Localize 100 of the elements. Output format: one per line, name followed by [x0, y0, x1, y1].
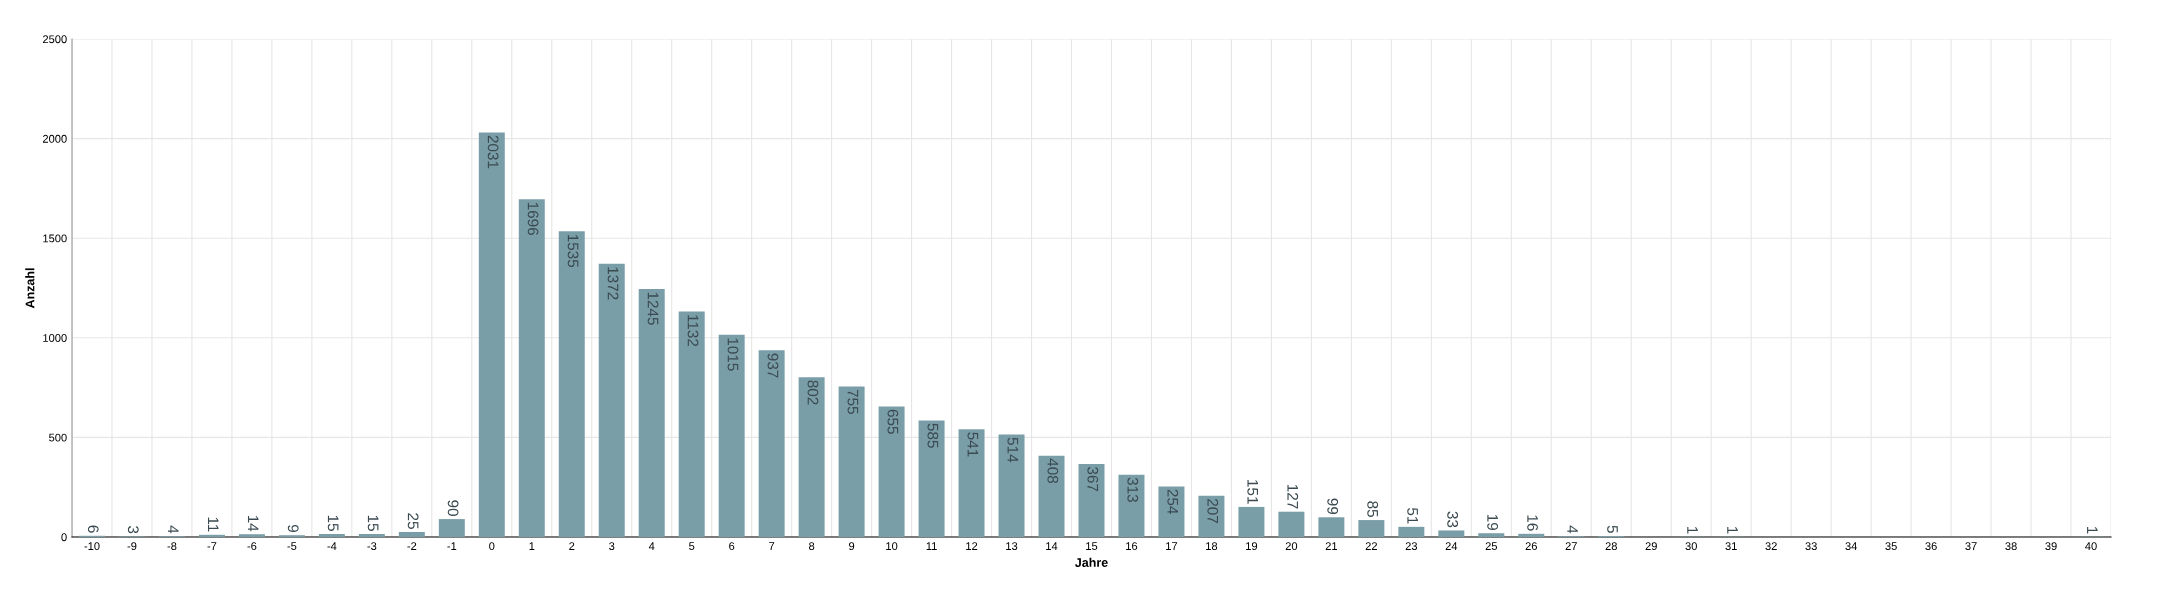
bar — [918, 420, 945, 537]
data-label: 2031 — [487, 135, 499, 169]
x-tick-label: 4 — [648, 542, 655, 550]
bar — [1438, 530, 1465, 537]
x-axis-title: Jahre — [1075, 557, 1108, 567]
x-tick-label: 2 — [569, 542, 575, 550]
x-tick-label: 17 — [1166, 542, 1178, 550]
bar — [1038, 455, 1065, 537]
data-label: 90 — [447, 500, 459, 516]
y-tick-label: 1500 — [43, 234, 67, 243]
y-tick-label: 2500 — [42, 35, 67, 44]
x-tick-label: 7 — [769, 542, 775, 550]
x-tick-label: 21 — [1325, 542, 1338, 550]
y-axis-title: Anzahl — [25, 268, 35, 309]
x-tick-label: -7 — [207, 542, 217, 550]
x-tick-label: 10 — [886, 542, 898, 551]
x-tick-label: -8 — [167, 542, 177, 551]
x-tick-label: 16 — [1126, 542, 1138, 551]
data-label: 85 — [1367, 501, 1379, 517]
data-label: 1015 — [727, 338, 739, 371]
x-tick-label: 26 — [1525, 542, 1537, 551]
bar — [678, 311, 705, 537]
bar — [1078, 463, 1105, 537]
data-label: 313 — [1127, 477, 1139, 502]
x-tick-label: 9 — [849, 542, 855, 551]
x-tick-label: 6 — [729, 542, 735, 551]
bar — [1358, 520, 1385, 537]
data-label: 367 — [1087, 466, 1099, 492]
x-tick-label: 23 — [1405, 542, 1418, 551]
data-label: 127 — [1287, 484, 1299, 509]
bar — [1398, 526, 1425, 537]
x-tick-label: 12 — [966, 542, 978, 550]
bar — [838, 386, 865, 537]
x-tick-label: 14 — [1046, 542, 1058, 550]
bar — [638, 289, 665, 537]
data-label: 937 — [767, 353, 779, 378]
data-label: 755 — [847, 389, 859, 414]
x-tick-label: 15 — [1086, 542, 1098, 551]
x-tick-label: 37 — [1965, 542, 1977, 551]
data-label: 1132 — [687, 315, 699, 347]
x-tick-label: 3 — [609, 542, 615, 551]
data-label: 1372 — [607, 267, 619, 300]
bar — [1198, 495, 1225, 537]
bar — [1318, 517, 1345, 537]
bar — [758, 350, 785, 537]
x-tick-label: -6 — [247, 542, 257, 551]
x-tick-label: -9 — [127, 542, 137, 551]
bar — [238, 534, 265, 537]
data-label: 99 — [1327, 498, 1339, 515]
x-tick-label: -1 — [447, 542, 457, 550]
data-label: 1 — [1727, 526, 1738, 534]
data-label: 16 — [1527, 515, 1538, 531]
x-tick-label: 35 — [1885, 542, 1897, 551]
data-label: 11 — [207, 517, 219, 532]
data-label: 514 — [1007, 437, 1019, 463]
x-tick-label: 24 — [1445, 542, 1458, 550]
data-label: 207 — [1207, 499, 1219, 523]
data-label: 1 — [2087, 526, 2098, 534]
data-label: 585 — [927, 423, 939, 448]
y-tick-label: 0 — [61, 533, 67, 542]
bar — [558, 231, 585, 537]
bar — [958, 429, 985, 537]
data-label: 9 — [287, 524, 299, 532]
data-label: 4 — [1567, 525, 1578, 534]
data-label: 802 — [807, 380, 819, 405]
bar — [1118, 474, 1145, 537]
data-label: 19 — [1487, 514, 1499, 530]
bar — [1518, 533, 1545, 537]
x-tick-label: 38 — [2005, 542, 2017, 551]
bar — [478, 132, 505, 537]
x-tick-label: 5 — [689, 542, 695, 551]
x-tick-label: 19 — [1246, 542, 1258, 551]
x-tick-label: 13 — [1006, 542, 1018, 551]
x-tick-label: 27 — [1565, 542, 1577, 550]
bar — [598, 263, 625, 537]
x-tick-label: 29 — [1645, 542, 1657, 551]
data-label: 4 — [168, 525, 179, 534]
bar — [1278, 511, 1305, 537]
x-tick-label: -2 — [407, 542, 417, 550]
bar — [358, 534, 385, 537]
x-tick-label: 1 — [529, 542, 535, 550]
data-label: 254 — [1167, 489, 1179, 514]
x-tick-label: 30 — [1685, 542, 1697, 551]
bar — [1158, 486, 1185, 537]
data-label: 5 — [1607, 525, 1618, 533]
data-label: 151 — [1247, 480, 1258, 504]
x-tick-label: -3 — [367, 542, 377, 551]
bar — [718, 334, 745, 537]
x-tick-label: 8 — [809, 542, 815, 551]
data-label: 1 — [1687, 526, 1698, 534]
x-tick-label: 25 — [1485, 542, 1498, 551]
data-label: 14 — [247, 515, 259, 532]
bar — [878, 406, 905, 537]
bar — [318, 534, 345, 537]
y-tick-label: 500 — [49, 433, 67, 442]
x-tick-label: 0 — [489, 542, 495, 551]
x-tick-label: -10 — [84, 542, 100, 551]
x-tick-label: 40 — [2085, 542, 2097, 551]
data-label: 541 — [967, 432, 979, 457]
y-tick-label: 2000 — [42, 134, 67, 143]
